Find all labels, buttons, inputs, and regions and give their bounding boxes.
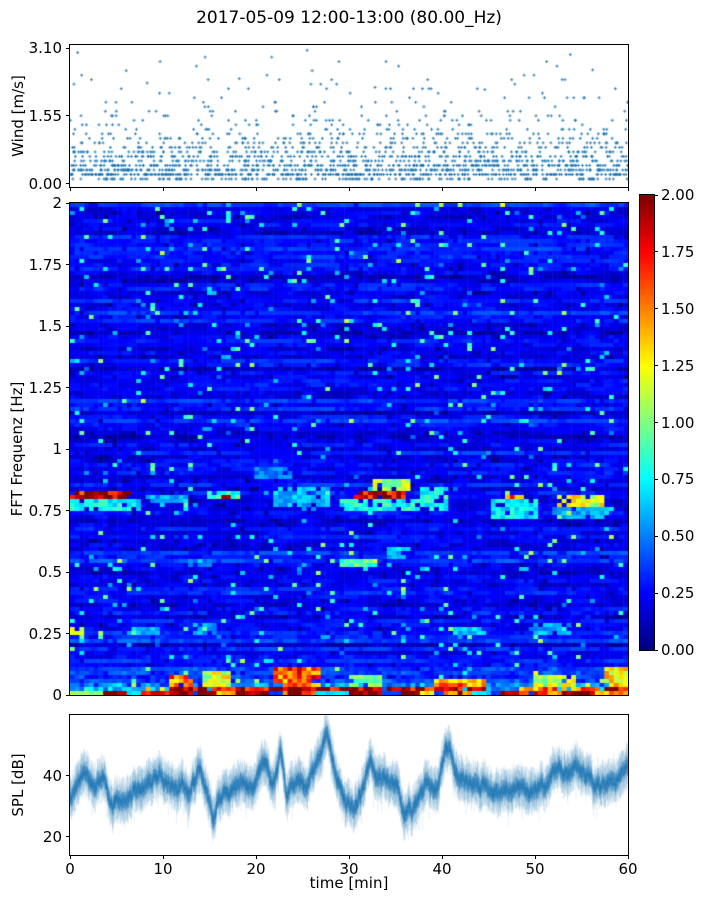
fft-ytick	[66, 510, 70, 511]
spl-xtick-label: 40	[432, 860, 452, 878]
wind-xtick	[441, 187, 443, 191]
wind-ytick-label: 1.55	[28, 106, 62, 125]
spl-ytick-label: 20	[42, 827, 62, 846]
colorbar-tick	[654, 308, 658, 310]
fft-ytick	[66, 633, 70, 634]
wind-ytick-label: 0.00	[28, 174, 62, 193]
colorbar-tick-label: 0.00	[661, 641, 695, 659]
colorbar-tick-label: 1.00	[661, 413, 695, 432]
fft-ytick-label: 2	[52, 194, 62, 212]
figure-title: 2017-05-09 12:00-13:00 (80.00_Hz)	[196, 8, 502, 28]
colorbar-tick	[654, 365, 658, 367]
wind-xtick	[348, 187, 350, 191]
colorbar-tick	[654, 251, 658, 253]
spectrogram-plot	[70, 203, 628, 695]
fft-ytick-label: 0.25	[28, 624, 62, 643]
colorbar-tick-label: 1.50	[661, 299, 695, 318]
wind-xtick	[69, 187, 71, 191]
spl-ytick	[66, 775, 70, 777]
colorbar-tick	[654, 592, 658, 594]
spl-ylabel: SPL [dB]	[9, 753, 27, 817]
fft-ytick	[66, 694, 70, 696]
spl-xtick	[627, 855, 629, 859]
colorbar-tick-label: 0.50	[661, 527, 695, 546]
fft-ytick	[66, 202, 70, 204]
wind-xtick	[534, 187, 536, 191]
colorbar-tick-label: 2.00	[661, 186, 695, 204]
wind-ytick	[66, 115, 70, 117]
spl-xtick-label: 20	[246, 860, 266, 878]
spl-xtick-label: 0	[65, 860, 75, 878]
colorbar-tick-label: 0.75	[661, 470, 695, 489]
spl-xtick	[441, 855, 443, 859]
spl-xtick	[348, 855, 350, 859]
fft-ytick-label: 1.75	[28, 255, 62, 274]
spl-ytick	[66, 836, 70, 838]
colorbar-tick	[654, 422, 658, 423]
fft-ytick	[66, 325, 70, 327]
wind-xtick	[162, 187, 164, 191]
spl-xtick	[534, 855, 536, 859]
fft-ytick-label: 0.5	[38, 563, 62, 581]
fft-ytick	[66, 387, 70, 388]
spl-xtick	[255, 855, 257, 859]
colorbar	[640, 195, 654, 650]
colorbar-tick	[654, 649, 658, 651]
colorbar-tick-label: 1.25	[661, 356, 695, 375]
wind-xtick	[255, 187, 257, 191]
wind-ytick	[66, 183, 70, 184]
spl-xtick-label: 30	[339, 860, 359, 878]
fft-ytick-label: 0.75	[28, 501, 62, 520]
wind-ytick	[66, 47, 70, 49]
colorbar-tick	[654, 478, 658, 480]
spl-xtick-label: 10	[153, 860, 173, 878]
wind-scatter-plot	[70, 45, 628, 187]
spl-xtick-label: 50	[525, 860, 545, 878]
fft-ytick-label: 1.5	[38, 317, 62, 335]
spl-xtick	[69, 855, 71, 859]
spl-xtick	[162, 855, 164, 859]
colorbar-tick	[654, 194, 658, 196]
wind-ytick-label: 3.10	[28, 39, 62, 58]
spl-ytick-label: 40	[42, 766, 62, 785]
fft-ytick	[66, 448, 70, 450]
colorbar-tick	[654, 535, 658, 537]
fft-ytick	[66, 571, 70, 573]
fft-ytick-label: 0	[52, 686, 62, 704]
colorbar-tick-label: 0.25	[661, 584, 695, 603]
spl-plot	[70, 715, 628, 855]
fft-ytick	[66, 264, 70, 265]
fft-ytick-label: 1	[52, 440, 62, 458]
colorbar-tick-label: 1.75	[661, 242, 695, 261]
fft-ytick-label: 1.25	[28, 378, 62, 397]
time-xlabel: time [min]	[309, 874, 389, 892]
spl-xtick-label: 60	[618, 860, 638, 878]
wind-xtick	[627, 187, 629, 191]
